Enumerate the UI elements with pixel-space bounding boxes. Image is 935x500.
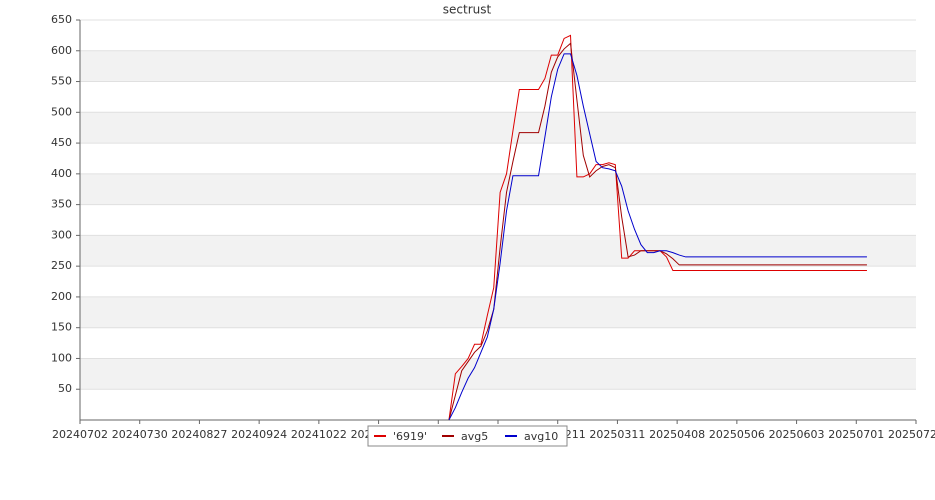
x-tick-label: 20240924 bbox=[231, 428, 287, 441]
grid-band bbox=[80, 296, 916, 328]
y-tick-label: 550 bbox=[51, 75, 72, 88]
grid-band bbox=[80, 235, 916, 267]
x-tick-label: 20240827 bbox=[171, 428, 227, 441]
y-tick-label: 350 bbox=[51, 198, 72, 211]
y-tick-label: 500 bbox=[51, 105, 72, 118]
x-tick-label: 20250701 bbox=[828, 428, 884, 441]
y-tick-label: 50 bbox=[58, 382, 72, 395]
y-tick-label: 300 bbox=[51, 228, 72, 241]
x-tick-label: 20250408 bbox=[649, 428, 705, 441]
y-tick-label: 250 bbox=[51, 259, 72, 272]
legend-label: avg10 bbox=[524, 430, 558, 443]
x-tick-label: 20250729 bbox=[888, 428, 935, 441]
y-tick-label: 200 bbox=[51, 290, 72, 303]
x-tick-label: 20250603 bbox=[769, 428, 825, 441]
series-line bbox=[448, 53, 867, 421]
legend-label: avg5 bbox=[461, 430, 488, 443]
grid-band bbox=[80, 358, 916, 390]
y-tick-label: 100 bbox=[51, 351, 72, 364]
legend: '6919' avg5 avg10 bbox=[367, 425, 568, 447]
y-tick-label: 400 bbox=[51, 167, 72, 180]
series-line bbox=[448, 42, 867, 421]
x-tick-label: 20240730 bbox=[112, 428, 168, 441]
grid-band bbox=[80, 50, 916, 82]
x-tick-label: 20250311 bbox=[589, 428, 645, 441]
x-tick-label: 20241022 bbox=[291, 428, 347, 441]
chart-title: sectrust bbox=[443, 3, 492, 17]
y-tick-label: 600 bbox=[51, 44, 72, 57]
legend-label: '6919' bbox=[393, 430, 427, 443]
x-tick-label: 20250506 bbox=[709, 428, 765, 441]
grid-band bbox=[80, 173, 916, 205]
y-tick-label: 150 bbox=[51, 321, 72, 334]
x-tick-label: 20240702 bbox=[52, 428, 108, 441]
grid-band bbox=[80, 112, 916, 144]
y-tick-label: 450 bbox=[51, 136, 72, 149]
y-tick-label: 650 bbox=[51, 13, 72, 26]
legend-box bbox=[367, 425, 568, 447]
